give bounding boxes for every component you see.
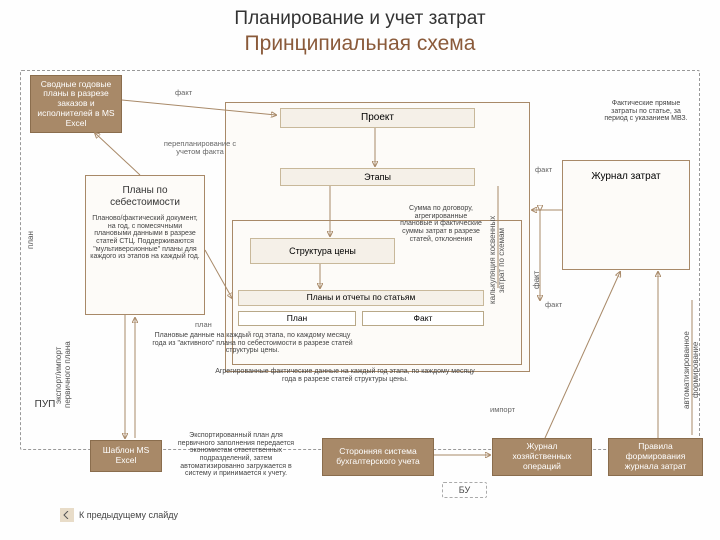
plan-desc: Плановые данные на каждый год этапа, по …	[150, 332, 355, 355]
import-label: импорт	[490, 405, 515, 414]
plans-reports-header: Планы и отчеты по статьям	[238, 290, 484, 306]
planovo-desc: Планово/фактический документ, на год, с …	[90, 215, 200, 261]
title-line1: Планирование и учет затрат	[0, 8, 720, 30]
fact-vertical-label: факт	[532, 255, 541, 305]
etapy-box: Этапы	[280, 168, 475, 186]
chevron-left-icon	[60, 508, 74, 522]
project-header: Проект	[280, 108, 475, 128]
plan-small-label: план	[195, 320, 212, 329]
bu-label: БУ	[442, 482, 487, 498]
journal-title: Журнал затрат	[570, 168, 682, 186]
fact-far-right-label: факт	[545, 300, 562, 309]
auto-form-label: автоматизированное формирование	[682, 320, 704, 420]
journal-ops-box: Журнал хозяйственных операций	[492, 438, 592, 476]
rules-box: Правила формирования журнала затрат	[608, 438, 703, 476]
back-link-label: К предыдущему слайду	[79, 510, 178, 520]
back-link[interactable]: К предыдущему слайду	[60, 508, 178, 522]
pereplan-label: перепланирование с учетом факта	[160, 140, 240, 155]
journal-desc: Фактические прямые затраты по статье, за…	[602, 100, 690, 123]
pup-label: ПУП	[25, 395, 65, 415]
fact-header: Факт	[362, 311, 484, 326]
fact-top-label: факт	[175, 88, 192, 97]
svodnye-box: Сводные годовые планы в разрезе заказов …	[30, 75, 122, 133]
struct-desc: Сумма по договору, агрегированные планов…	[400, 205, 482, 243]
struct-box: Структура цены	[250, 238, 395, 264]
plan-vertical-label: план	[26, 205, 35, 275]
shablon-desc: Экспортированный план для первичного зап…	[172, 432, 300, 478]
plany-sebe-title: Планы по себестоимости	[95, 182, 195, 211]
storonnya-box: Сторонняя система бухгалтерского учета	[322, 438, 434, 476]
calc-indirect-label: калькуляция косвенных затрат по схемам	[488, 205, 510, 315]
fact-desc: Агрегированные фактические данные на каж…	[210, 368, 480, 383]
shablon-box: Шаблон MS Excel	[90, 440, 162, 472]
plan-header: План	[238, 311, 356, 326]
title-line2: Принципиальная схема	[0, 32, 720, 56]
fact-right-label: факт	[535, 165, 552, 174]
